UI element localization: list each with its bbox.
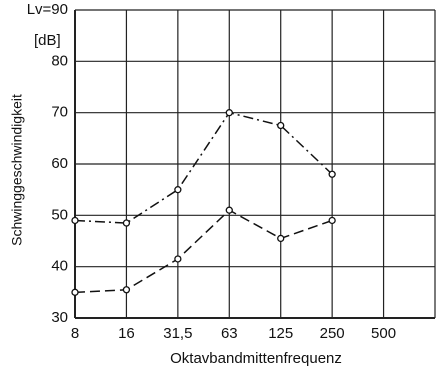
- y-tick-label: 30: [51, 309, 68, 326]
- y-tick-label: 40: [51, 258, 68, 275]
- point: [122, 219, 131, 227]
- point: [328, 216, 336, 225]
- point: [277, 121, 285, 130]
- x-tick-label: 16: [118, 325, 135, 342]
- x-tick-label: 125: [268, 325, 293, 342]
- x-tick-label: 250: [320, 325, 345, 342]
- point: [122, 286, 131, 294]
- point: [277, 234, 285, 243]
- series-line: [74, 111, 333, 224]
- y-unit: [dB]: [34, 32, 61, 49]
- x-tick-label: 63: [221, 325, 238, 342]
- y-axis-title: Schwinggeschwindigkeit: [9, 94, 25, 246]
- y-tick-label: 60: [51, 155, 68, 172]
- x-tick-label: 31,5: [163, 325, 192, 342]
- series-line: [74, 209, 333, 294]
- point: [328, 170, 336, 178]
- point: [174, 186, 182, 194]
- y-tick-label: Lv=90: [27, 1, 68, 18]
- point: [174, 255, 182, 263]
- y-tick-label: 70: [51, 104, 68, 121]
- point: [71, 216, 79, 225]
- x-tick-label: 500: [371, 325, 396, 342]
- y-tick-label: 50: [51, 206, 68, 223]
- point: [71, 288, 79, 296]
- y-tick-label: 80: [51, 52, 68, 69]
- point: [225, 109, 233, 117]
- point: [225, 206, 233, 214]
- x-tick-label: 8: [71, 325, 79, 342]
- x-axis-title: Oktavbandmittenfrequenz: [170, 350, 342, 367]
